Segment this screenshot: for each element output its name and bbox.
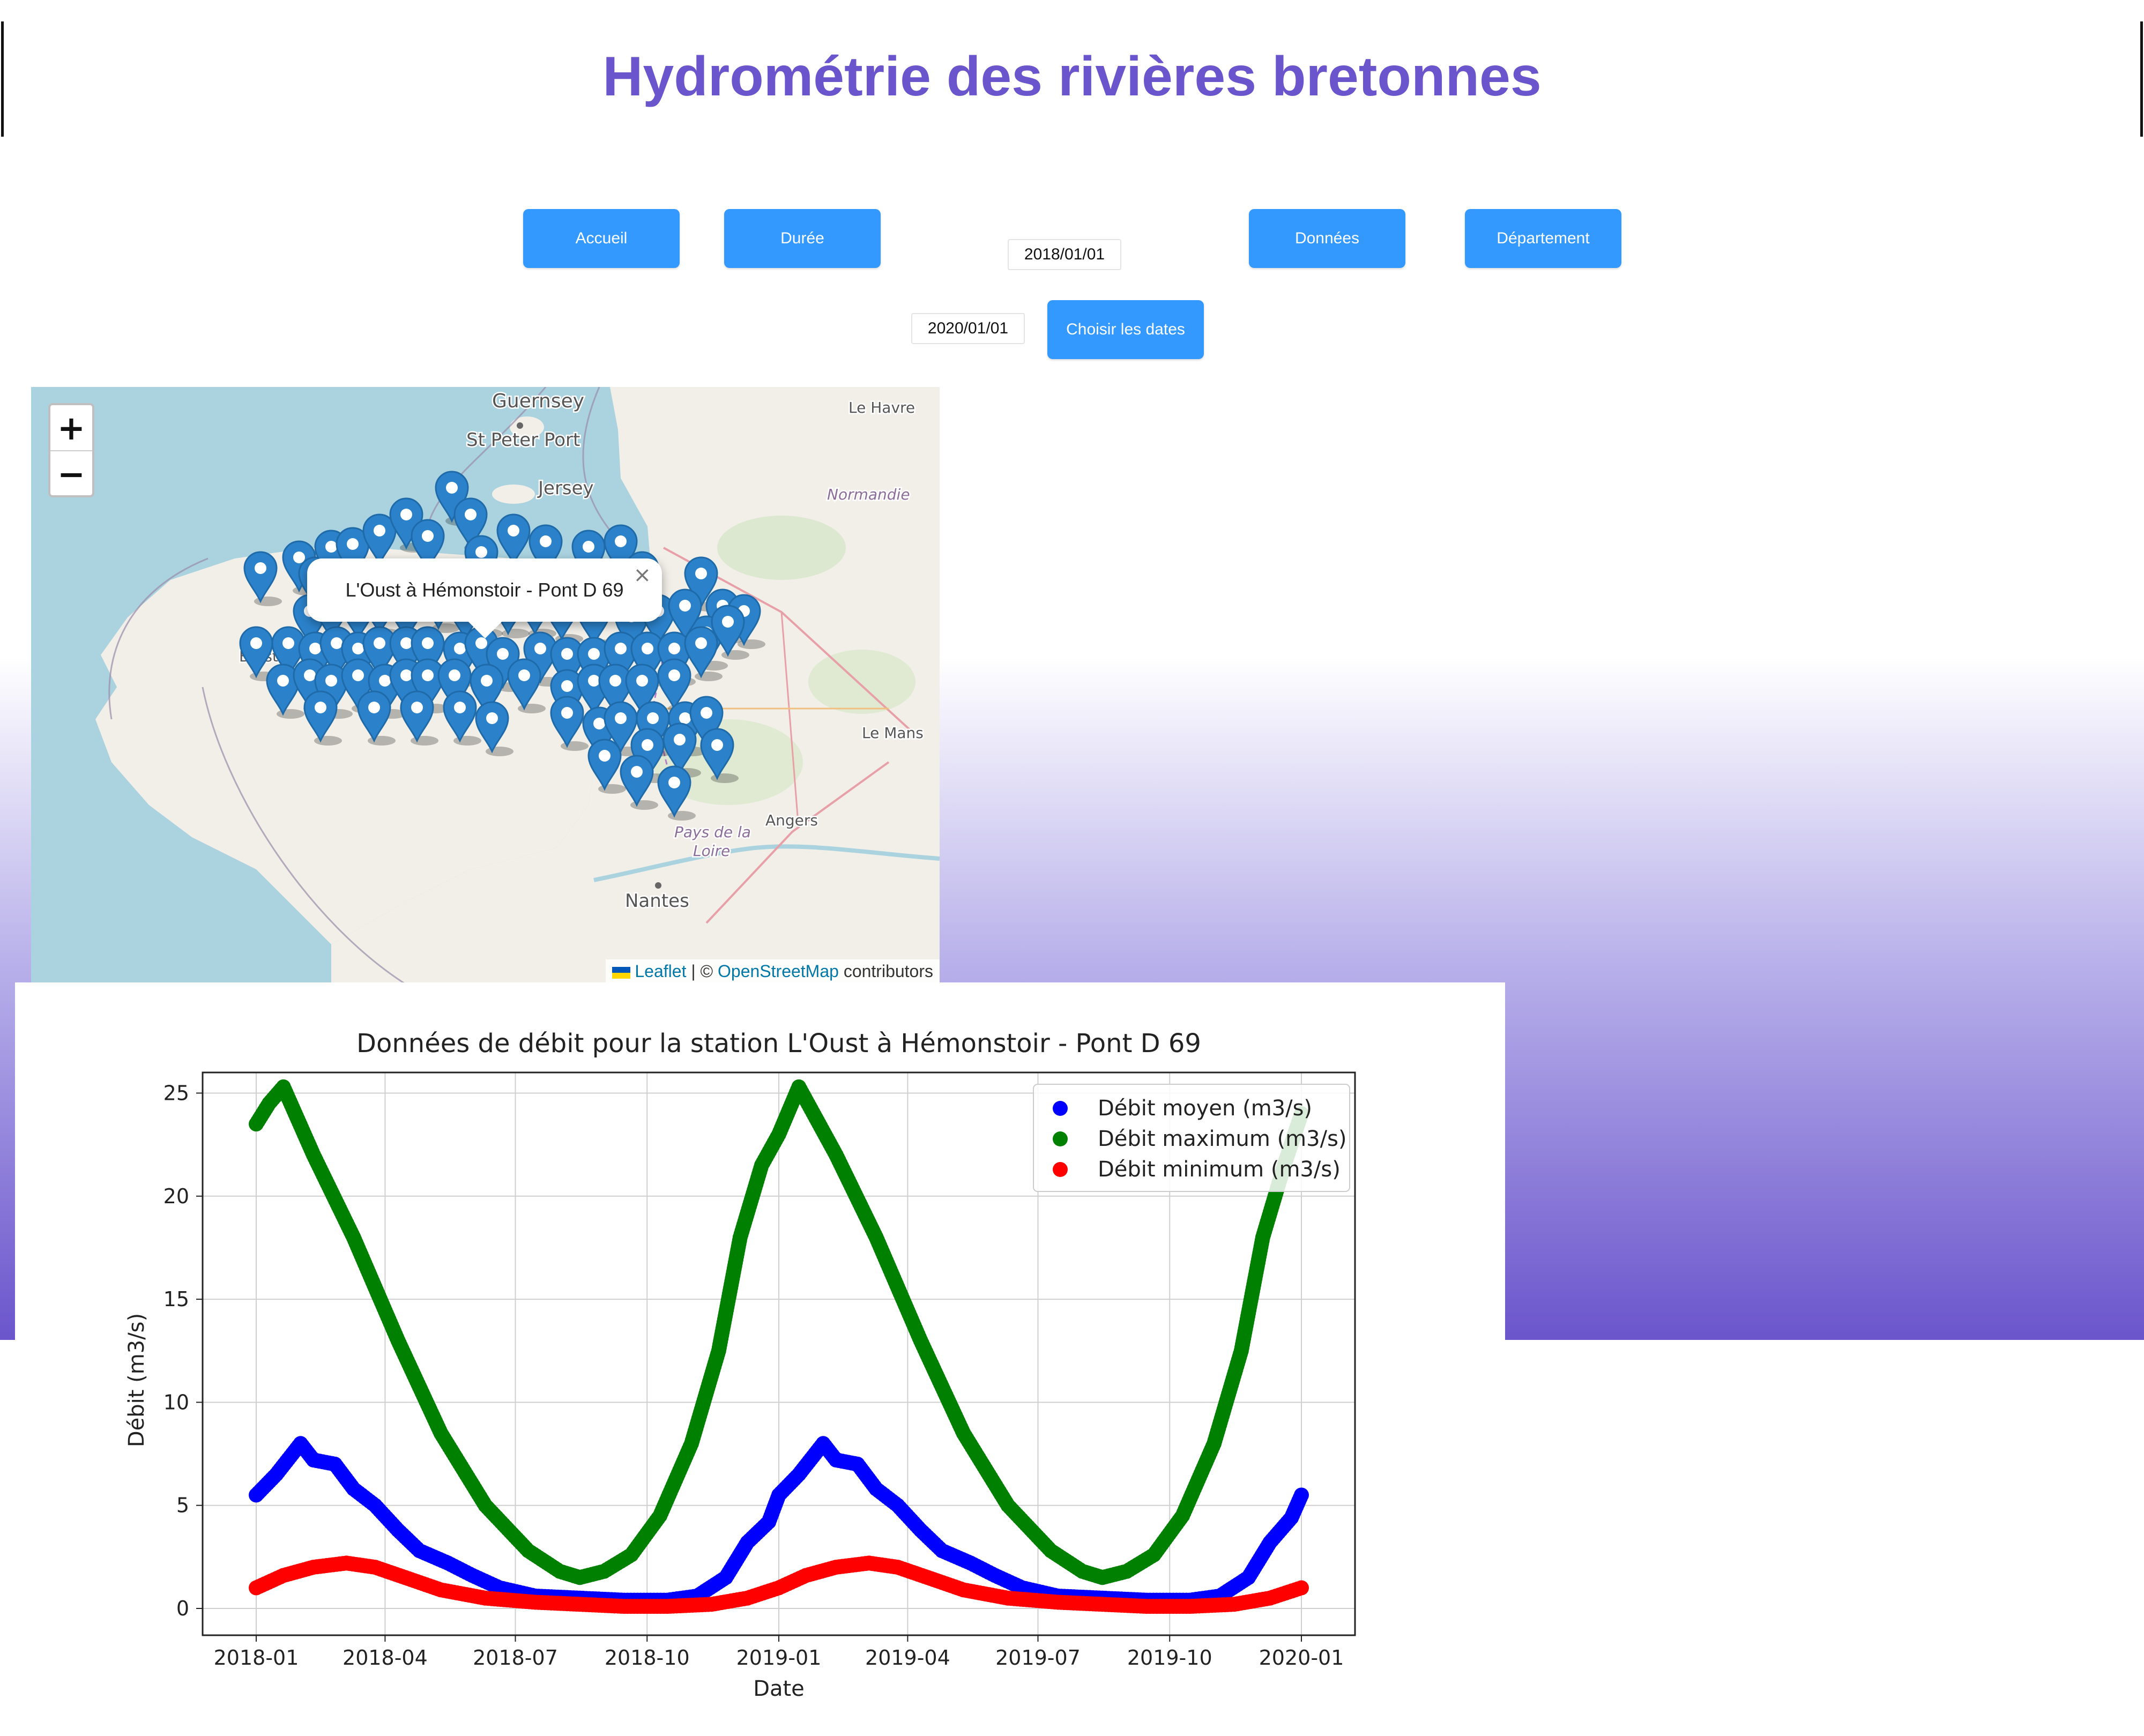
place-labels: Guernsey St Peter Port Jersey Le Havre N… [238, 389, 925, 913]
place-label: Le Mans [862, 724, 924, 742]
station-marker[interactable] [303, 690, 342, 746]
axis-ticks: 2018-01 2018-04 2018-07 2018-10 2019-01 2019-… [163, 1081, 1344, 1670]
y-tick-label: 25 [163, 1081, 189, 1105]
accueil-button[interactable]: Accueil [523, 209, 680, 268]
y-tick-label: 10 [163, 1390, 189, 1414]
end-date-input[interactable] [911, 313, 1025, 344]
x-tick-label: 2019-01 [736, 1646, 822, 1670]
y-tick-label: 15 [163, 1287, 189, 1311]
choose-dates-button[interactable]: Choisir les dates [1047, 300, 1204, 359]
station-marker[interactable] [507, 658, 546, 713]
station-marker[interactable] [475, 701, 513, 756]
y-tick-label: 20 [163, 1184, 189, 1208]
legend-label: Débit moyen (m3/s) [1098, 1096, 1312, 1121]
zoom-out-button[interactable]: − [57, 454, 85, 494]
place-label: Normandie [827, 486, 910, 503]
station-marker[interactable] [657, 765, 696, 821]
x-tick-label: 2019-10 [1127, 1646, 1212, 1670]
attribution-separator: | © [686, 962, 718, 981]
place-label: St Peter Port [466, 429, 580, 451]
station-markers[interactable] [31, 387, 940, 985]
zoom-separator [50, 450, 92, 451]
x-tick-label: 2020-01 [1259, 1646, 1344, 1670]
x-tick-label: 2018-01 [214, 1646, 299, 1670]
ukraine-flag-icon [612, 966, 631, 979]
legend-label: Débit minimum (m3/s) [1098, 1157, 1341, 1182]
series-layer [249, 1079, 1309, 1614]
place-label: Guernsey [492, 390, 584, 412]
city-dot-nantes [655, 882, 661, 889]
place-label: Nantes [625, 890, 689, 912]
x-tick-label: 2019-04 [865, 1646, 950, 1670]
station-marker[interactable] [243, 551, 282, 606]
station-marker[interactable] [435, 471, 473, 526]
station-popup: L'Oust à Hémonstoir - Pont D 69 × [307, 558, 662, 639]
place-label: Angers [765, 811, 818, 829]
x-tick-label: 2018-10 [605, 1646, 690, 1670]
x-tick-label: 2018-04 [343, 1646, 428, 1670]
station-marker[interactable] [443, 690, 481, 746]
x-tick-label: 2019-07 [995, 1646, 1081, 1670]
chart-title: Données de débit pour la station L'Oust … [356, 1029, 1201, 1059]
station-marker[interactable] [620, 755, 658, 810]
left-border-line [1, 21, 4, 137]
y-axis-label: Débit (m3/s) [124, 1313, 149, 1447]
legend-label: Débit maximum (m3/s) [1098, 1127, 1347, 1151]
departement-button[interactable]: Département [1465, 209, 1621, 268]
place-label: Jersey [537, 478, 594, 499]
station-marker[interactable] [400, 690, 438, 746]
plot-area-frame [202, 1071, 1356, 1636]
place-label: Pays de la [674, 823, 751, 841]
page-title: Hydrométrie des rivières bretonnes [602, 46, 1542, 108]
station-marker[interactable] [266, 664, 304, 719]
city-dot-st-peter-port [517, 422, 523, 429]
popup-close-button[interactable]: × [633, 563, 651, 587]
legend-box [1033, 1084, 1350, 1192]
map-attribution: Leaflet | © OpenStreetMap contributors [606, 959, 940, 985]
duree-button[interactable]: Durée [724, 209, 881, 268]
flow-chart-panel: Données de débit pour la station L'Oust … [15, 982, 1505, 1733]
station-map[interactable]: Guernsey St Peter Port Jersey Le Havre N… [31, 387, 940, 985]
data-point [1294, 1580, 1309, 1596]
place-label: Le Havre [848, 399, 915, 416]
right-border-line [2140, 21, 2143, 137]
station-marker[interactable] [711, 605, 749, 660]
start-date-input[interactable] [1008, 239, 1121, 270]
openstreetmap-link[interactable]: OpenStreetMap [718, 962, 839, 981]
zoom-control: + − [48, 403, 94, 497]
leaflet-link[interactable]: Leaflet [635, 962, 687, 981]
station-marker[interactable] [684, 626, 723, 681]
y-tick-label: 0 [176, 1597, 189, 1620]
x-tick-label: 2018-07 [473, 1646, 558, 1670]
attribution-contributors: contributors [838, 962, 933, 981]
station-marker[interactable] [357, 690, 396, 746]
legend-marker [1053, 1131, 1068, 1146]
station-marker[interactable] [550, 696, 589, 751]
series-1 [249, 1079, 1309, 1585]
popup-station-name: L'Oust à Hémonstoir - Pont D 69 [345, 579, 624, 601]
legend-marker [1053, 1162, 1068, 1177]
chart-legend: Débit moyen (m3/s) Débit maximum (m3/s) Dé… [1033, 1084, 1350, 1192]
donnees-button[interactable]: Données [1249, 209, 1405, 268]
zoom-in-button[interactable]: + [57, 408, 85, 448]
x-axis-label: Date [753, 1677, 805, 1701]
y-tick-label: 5 [176, 1494, 189, 1517]
station-marker[interactable] [587, 739, 626, 794]
data-point [1294, 1487, 1309, 1503]
flow-chart: Données de débit pour la station L'Oust … [124, 1029, 1356, 1701]
place-label: Loire [693, 842, 730, 860]
series-2 [249, 1555, 1309, 1614]
station-marker[interactable] [700, 728, 739, 783]
legend-marker [1053, 1101, 1068, 1116]
